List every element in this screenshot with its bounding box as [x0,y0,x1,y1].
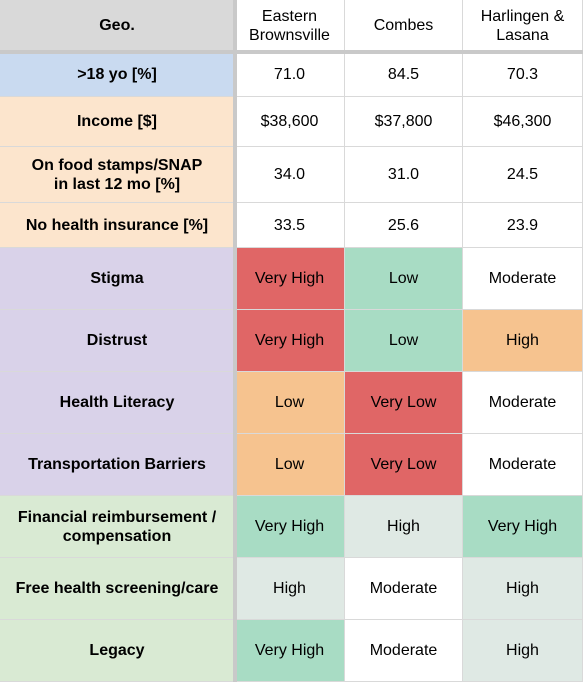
table-cell-r1c2-text: 84.5 [387,65,420,83]
table-cell-r8c2-text: Very Low [370,456,437,473]
table-cell-r4c1-text: 33.5 [273,216,306,234]
table-cell-r4c2-text: 25.6 [387,216,420,234]
table-cell-r3c2[interactable]: 31.0 [345,147,463,203]
table-cell-r11c2[interactable]: Moderate [345,620,463,682]
row-label-5-text: Stigma [90,270,144,287]
table-cell-r11c3-text: High [506,642,539,659]
table-cell-r2c2[interactable]: $37,800 [345,97,463,147]
row-label-11-text: Legacy [89,642,145,659]
table-cell-r7c3[interactable]: Moderate [463,372,583,434]
column-header-1[interactable]: Eastern Brownsville [235,0,345,52]
header-corner-cell-text: Geo. [99,17,135,34]
table-cell-r9c1-text: Very High [254,518,325,535]
table-cell-r7c2[interactable]: Very Low [345,372,463,434]
table-cell-r5c1[interactable]: Very High [235,248,345,310]
row-label-10[interactable]: Free health screening/care [0,558,235,620]
table-cell-r6c2[interactable]: Low [345,310,463,372]
row-label-3-text: On food stamps/SNAP in last 12 mo [%] [31,156,203,193]
row-label-5[interactable]: Stigma [0,248,235,310]
table-cell-r7c1[interactable]: Low [235,372,345,434]
table-cell-r10c3-text: High [506,580,539,597]
table-cell-r2c1[interactable]: $38,600 [235,97,345,147]
row-label-3[interactable]: On food stamps/SNAP in last 12 mo [%] [0,147,235,203]
row-label-7-text: Health Literacy [59,394,175,411]
row-label-2[interactable]: Income [$] [0,97,235,147]
table-cell-r5c2[interactable]: Low [345,248,463,310]
table-cell-r7c3-text: Moderate [488,394,557,411]
table-cell-r2c1-text: $38,600 [260,113,319,130]
row-label-1[interactable]: >18 yo [%] [0,52,235,97]
table-cell-r10c2-text: Moderate [369,580,438,597]
table-cell-r1c3-text: 70.3 [506,65,539,83]
table-cell-r3c1-text: 34.0 [273,166,306,183]
table-cell-r3c2-text: 31.0 [387,166,420,183]
column-header-3[interactable]: Harlingen & Lasana [463,0,583,52]
table-cell-r7c2-text: Very Low [370,394,437,411]
row-label-4[interactable]: No health insurance [%] [0,203,235,248]
table-cell-r2c2-text: $37,800 [374,113,433,130]
table-cell-r6c2-text: Low [388,332,419,349]
row-label-9-text: Financial reimbursement / compensation [17,508,217,545]
table-cell-r2c3-text: $46,300 [493,113,552,130]
table-cell-r1c2[interactable]: 84.5 [345,52,463,97]
table-cell-r9c1[interactable]: Very High [235,496,345,558]
table-cell-r6c1-text: Very High [254,332,325,349]
row-label-4-text: No health insurance [%] [25,216,209,234]
table-cell-r3c3-text: 24.5 [506,166,539,183]
table-cell-r3c3[interactable]: 24.5 [463,147,583,203]
table-cell-r5c2-text: Low [388,270,419,287]
row-label-9[interactable]: Financial reimbursement / compensation [0,496,235,558]
table-cell-r10c2[interactable]: Moderate [345,558,463,620]
row-label-8[interactable]: Transportation Barriers [0,434,235,496]
row-label-10-text: Free health screening/care [15,580,219,597]
table-cell-r1c1-text: 71.0 [273,65,306,83]
row-label-11[interactable]: Legacy [0,620,235,682]
row-label-8-text: Transportation Barriers [28,456,206,473]
column-header-3-text: Harlingen & Lasana [480,7,565,44]
table-cell-r6c1[interactable]: Very High [235,310,345,372]
table-cell-r6c3-text: High [506,332,539,349]
table-cell-r10c3[interactable]: High [463,558,583,620]
frozen-column-divider[interactable] [233,0,237,682]
table-cell-r6c3[interactable]: High [463,310,583,372]
table-cell-r10c1-text: High [273,580,306,597]
table-cell-r8c3[interactable]: Moderate [463,434,583,496]
table-cell-r1c1[interactable]: 71.0 [235,52,345,97]
column-header-1-text: Eastern Brownsville [249,7,330,44]
table-cell-r9c3[interactable]: Very High [463,496,583,558]
row-label-7[interactable]: Health Literacy [0,372,235,434]
table-cell-r9c3-text: Very High [487,518,558,535]
table-cell-r4c1[interactable]: 33.5 [235,203,345,248]
table-cell-r11c1-text: Very High [254,642,325,659]
column-header-2-text: Combes [373,17,434,34]
column-header-2[interactable]: Combes [345,0,463,52]
table-cell-r1c3[interactable]: 70.3 [463,52,583,97]
row-label-1-text: >18 yo [%] [77,65,157,83]
table-cell-r4c3[interactable]: 23.9 [463,203,583,248]
table-cell-r11c2-text: Moderate [369,642,438,659]
table-cell-r5c1-text: Very High [254,270,325,287]
table-cell-r8c1-text: Low [274,456,305,473]
table-cell-r11c1[interactable]: Very High [235,620,345,682]
table-cell-r7c1-text: Low [274,394,305,411]
table-cell-r5c3[interactable]: Moderate [463,248,583,310]
table-cell-r2c3[interactable]: $46,300 [463,97,583,147]
table-cell-r4c2[interactable]: 25.6 [345,203,463,248]
table-cell-r10c1[interactable]: High [235,558,345,620]
table-cell-r11c3[interactable]: High [463,620,583,682]
row-label-2-text: Income [$] [76,113,157,130]
table-cell-r8c1[interactable]: Low [235,434,345,496]
table-cell-r5c3-text: Moderate [488,270,557,287]
table-cell-r9c2[interactable]: High [345,496,463,558]
table-cell-r4c3-text: 23.9 [506,216,539,234]
table-cell-r8c3-text: Moderate [488,456,557,473]
row-label-6-text: Distrust [86,332,148,349]
header-corner-cell[interactable]: Geo. [0,0,235,52]
frozen-row-divider[interactable] [0,50,583,54]
table-cell-r8c2[interactable]: Very Low [345,434,463,496]
table-cell-r3c1[interactable]: 34.0 [235,147,345,203]
table-cell-r9c2-text: High [387,518,420,535]
row-label-6[interactable]: Distrust [0,310,235,372]
